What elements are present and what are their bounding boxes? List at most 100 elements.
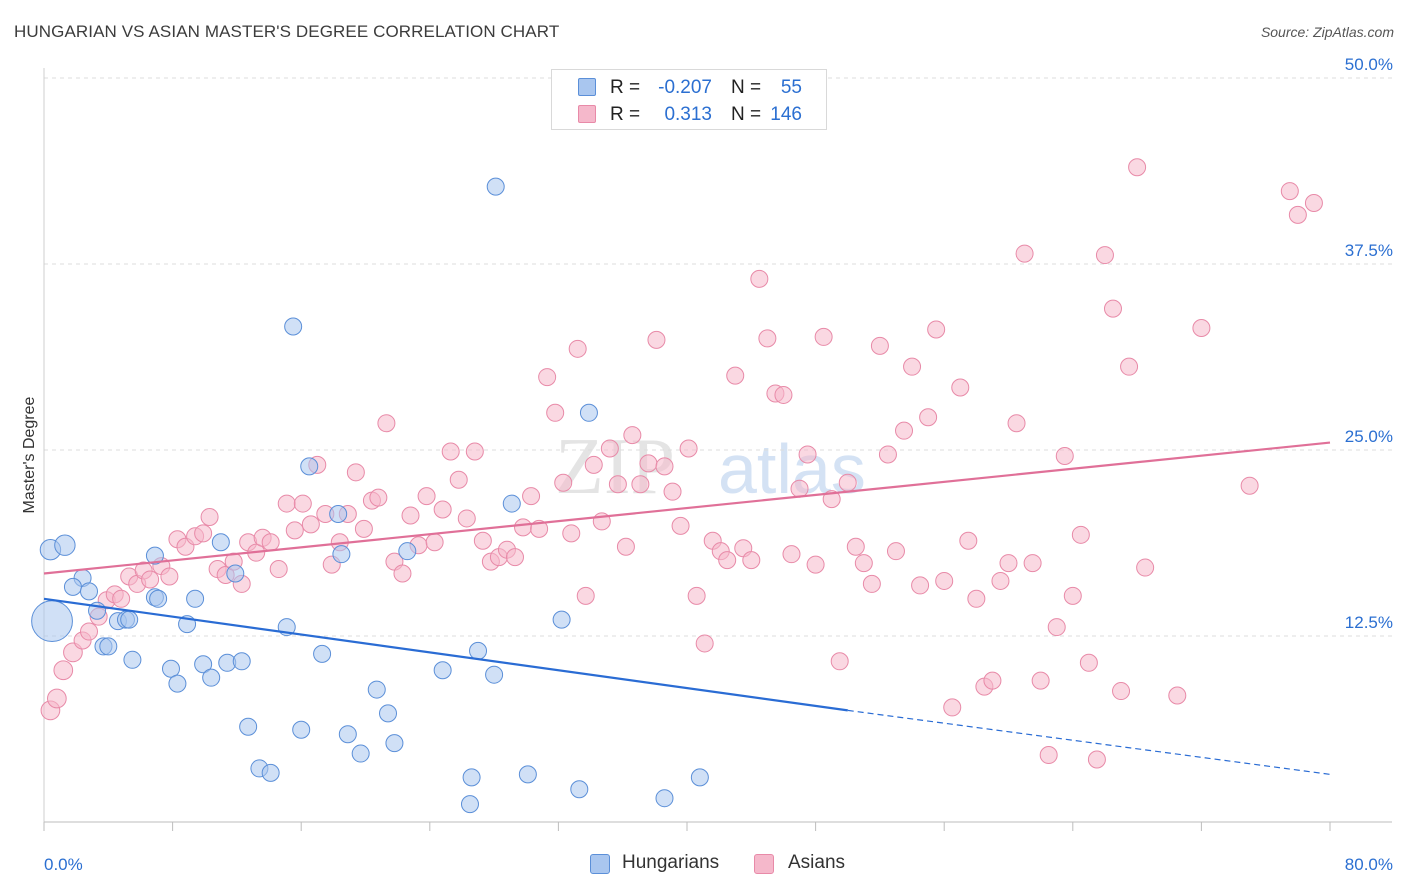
asians-point [538, 368, 557, 387]
asians-point [959, 531, 978, 550]
asians-point [854, 554, 873, 573]
hungarians-point [54, 534, 76, 556]
asians-point [377, 414, 396, 433]
y-tick-label: 12.5% [1345, 613, 1393, 632]
asians-point [401, 506, 420, 525]
asians-point [53, 660, 74, 681]
asians-point [758, 329, 777, 348]
hungarians-point [385, 734, 404, 753]
asians-point [838, 473, 857, 492]
hungarians-trend-extension [847, 709, 1331, 775]
r-value: 0.313 [664, 104, 712, 125]
asians-point [425, 533, 444, 552]
asians-point [790, 479, 809, 498]
asians-point [1015, 244, 1034, 263]
axes [43, 68, 1392, 831]
asians-point [1240, 476, 1259, 495]
hungarians-point [398, 542, 417, 561]
asians-point [1055, 446, 1074, 465]
asians-point [1192, 318, 1211, 337]
hungarians-point [462, 768, 481, 787]
hungarians-point [367, 680, 386, 699]
asians-point [983, 671, 1002, 690]
asians-point [1288, 205, 1307, 224]
x-tick-label: 80.0% [1345, 855, 1393, 874]
asians-point [886, 542, 905, 561]
asians-point [47, 688, 67, 709]
hungarians-point [211, 533, 230, 552]
asians-point [1047, 618, 1066, 637]
asians-point [822, 490, 841, 509]
hungarians-point [351, 744, 370, 763]
tick-labels: 12.5% 25.0% 37.5% 50.0% 0.0% 80.0% [44, 55, 1393, 874]
hungarians-point [379, 704, 398, 723]
asians-point [546, 403, 565, 422]
asians-point [608, 475, 627, 494]
asians-point [293, 494, 312, 513]
asians-point [647, 330, 666, 349]
hungarians-point [292, 720, 311, 739]
n-value: 146 [770, 104, 802, 125]
hungarians-point [485, 665, 504, 684]
asians-points [40, 158, 1323, 769]
asians-point [417, 487, 436, 506]
asians-point [1039, 746, 1058, 765]
source-label: Source: ZipAtlas.com [1260, 24, 1394, 40]
asians-point [1136, 558, 1155, 577]
asians-point [935, 571, 954, 590]
hungarians-swatch [578, 78, 596, 96]
y-tick-label: 50.0% [1345, 55, 1393, 74]
hungarians-point [338, 725, 357, 744]
hungarians-point [300, 457, 319, 476]
asians-point [576, 586, 595, 605]
asians-point [112, 589, 131, 608]
asians-point [261, 533, 280, 552]
asians-point [1063, 586, 1082, 605]
n-label: N = [731, 77, 762, 98]
hungarians-point [690, 768, 709, 787]
hungarians-point [469, 641, 488, 660]
asians-point [554, 473, 573, 492]
asians-point [505, 548, 524, 567]
asians-point [750, 269, 769, 288]
asians-point [782, 545, 801, 564]
asians-point [903, 357, 922, 376]
watermark: ZIP atlas [555, 423, 866, 511]
hungarians-points [31, 177, 709, 814]
hungarians-point [120, 610, 139, 629]
hungarians-point [313, 644, 332, 663]
asians-point [354, 519, 373, 538]
r-value: -0.207 [658, 77, 712, 98]
stats-row-asians: R = 0.313 N = 146 [552, 103, 826, 127]
asians-point [655, 457, 674, 476]
trend-lines [43, 441, 1331, 775]
asians-point [1079, 653, 1098, 672]
hungarians-point [145, 546, 164, 565]
stats-row-hungarians: R = -0.207 N = 55 [552, 76, 826, 100]
asians-point [726, 366, 745, 385]
hungarians-point [261, 763, 280, 782]
hungarians-legend-swatch [590, 854, 610, 874]
asians-point [967, 589, 986, 608]
hungarians-point [460, 795, 479, 814]
asians-point [1280, 182, 1299, 201]
asians-point [141, 570, 160, 589]
asians-point [1087, 750, 1106, 769]
asians-point [742, 551, 761, 570]
hungarians-point [552, 610, 571, 629]
asians-point [1007, 414, 1026, 433]
r-label: R = [610, 104, 641, 125]
hungarians-point [518, 765, 537, 784]
legend-label-asians: Asians [788, 852, 846, 873]
x-tick-label: 0.0% [44, 855, 83, 874]
asians-point [718, 551, 737, 570]
asians-point [584, 455, 603, 474]
asians-point [911, 576, 930, 595]
watermark-atlas: atlas [718, 430, 866, 508]
asians-point [862, 574, 881, 593]
r-label: R = [610, 77, 641, 98]
y-tick-label: 25.0% [1345, 427, 1393, 446]
asians-point [301, 515, 320, 534]
stats-box: R = -0.207 N = 55 R = 0.313 N = 146 [551, 69, 827, 130]
